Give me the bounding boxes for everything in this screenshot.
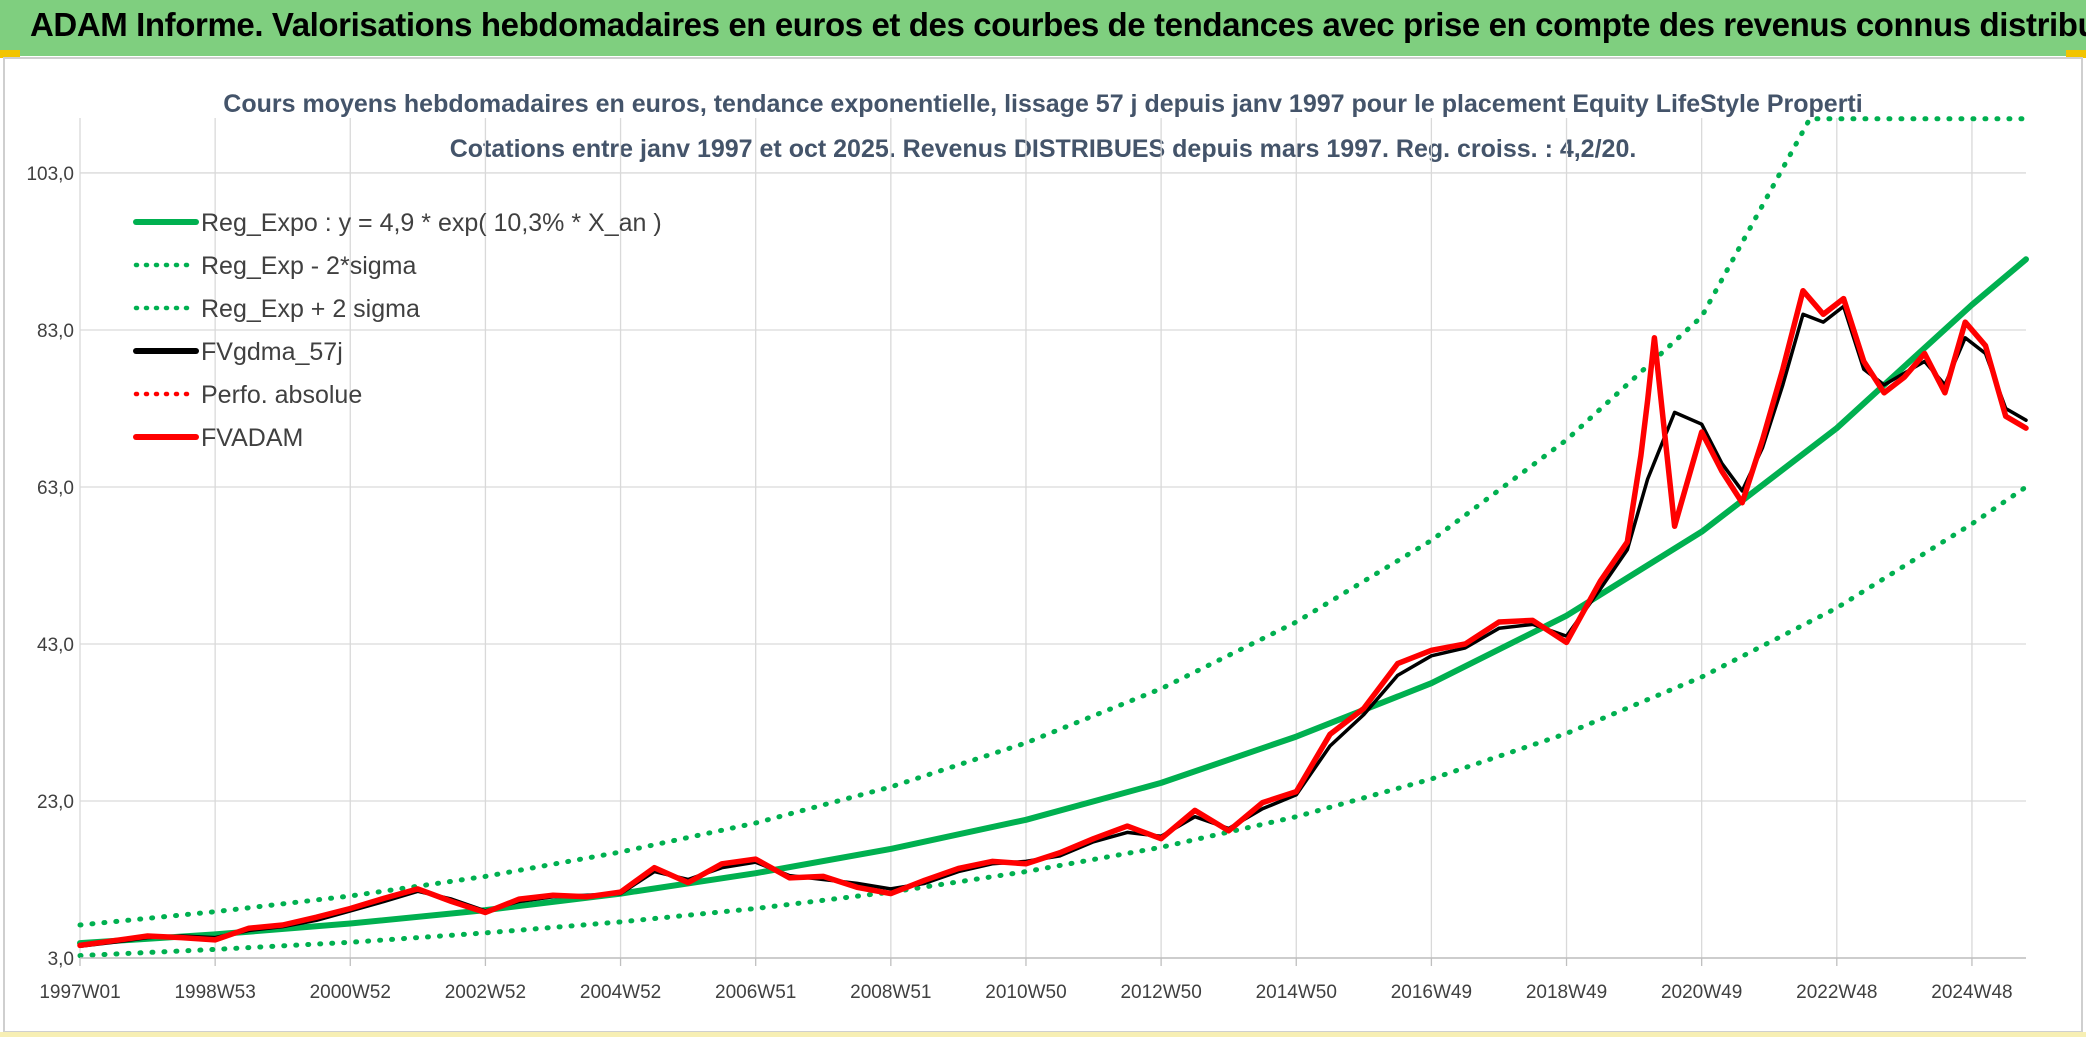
x-tick-label: 2016W49 xyxy=(1391,982,1472,1003)
y-tick-label: 63,0 xyxy=(37,478,74,499)
chart-subtitle: Cotations entre janv 1997 et oct 2025. R… xyxy=(450,135,1637,163)
chart-legend: Reg_Expo : y = 4,9 * exp( 10,3% * X_an )… xyxy=(133,209,662,452)
x-tick-label: 2022W48 xyxy=(1796,982,1877,1003)
y-tick-label: 3,0 xyxy=(48,949,74,970)
series-line-reg-exp-2-sigma xyxy=(77,116,2029,928)
banner-title: ADAM Informe. Valorisations hebdomadaire… xyxy=(30,6,2086,43)
legend-label: Perfo. absolue xyxy=(201,381,362,409)
x-tick-label: 1998W53 xyxy=(174,982,255,1003)
legend-label: FVgdma_57j xyxy=(201,338,343,366)
banner-corner-left xyxy=(0,50,20,58)
x-tick-label: 2012W50 xyxy=(1120,982,1201,1003)
series-line-reg-exp-2-sigma xyxy=(77,484,2029,959)
x-tick-label: 2008W51 xyxy=(850,982,931,1003)
x-tick-label: 2018W49 xyxy=(1526,982,1607,1003)
series-line-fvadam xyxy=(77,287,2029,949)
x-tick-label: 2006W51 xyxy=(715,982,796,1003)
x-tick-label: 2014W50 xyxy=(1256,982,1337,1003)
legend-label: Reg_Exp - 2*sigma xyxy=(201,252,416,280)
chart-series xyxy=(77,116,2029,959)
y-tick-label: 43,0 xyxy=(37,635,74,656)
x-tick-label: 2010W50 xyxy=(985,982,1066,1003)
legend-label: FVADAM xyxy=(201,424,303,452)
x-tick-label: 2024W48 xyxy=(1931,982,2012,1003)
x-tick-label: 2020W49 xyxy=(1661,982,1742,1003)
report-banner: ADAM Informe. Valorisations hebdomadaire… xyxy=(0,0,2086,58)
series-line-reg-expo-y-4-9-exp-10-3-x-an xyxy=(77,256,2029,947)
y-tick-label: 103,0 xyxy=(26,164,74,185)
chart-grid xyxy=(79,118,2026,959)
banner-corner-right xyxy=(2066,50,2086,58)
x-tick-label: 1997W01 xyxy=(39,982,120,1003)
x-tick-label: 2002W52 xyxy=(445,982,526,1003)
chart-title: Cours moyens hebdomadaires en euros, ten… xyxy=(223,90,1862,118)
legend-label: Reg_Expo : y = 4,9 * exp( 10,3% * X_an ) xyxy=(201,209,662,237)
legend-label: Reg_Exp + 2 sigma xyxy=(201,295,420,323)
footer-strip xyxy=(0,1032,2086,1037)
x-tick-label: 2004W52 xyxy=(580,982,661,1003)
chart-axes: 3,0 23,0 43,0 63,0 83,0 103,0 1997W01 1998W53 20… xyxy=(26,164,2026,1003)
series-line-fvgdma-57j xyxy=(78,304,2028,948)
x-tick-label: 2000W52 xyxy=(310,982,391,1003)
y-tick-label: 23,0 xyxy=(37,792,74,813)
y-tick-label: 83,0 xyxy=(37,321,74,342)
